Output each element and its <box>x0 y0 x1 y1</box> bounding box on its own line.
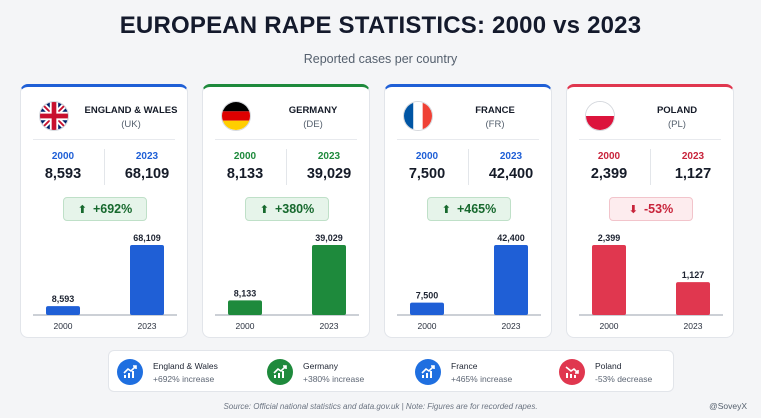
bar-value-label: 8,593 <box>52 294 75 304</box>
trend-up-icon <box>267 359 293 385</box>
bar-2023 <box>130 245 164 315</box>
change-badge: ⬆ +380% <box>245 197 329 221</box>
country-name: POLAND <box>656 105 698 116</box>
divider <box>33 139 175 140</box>
divider <box>579 139 721 140</box>
value-2000: 8,133 <box>226 166 264 182</box>
legend-name: France <box>451 361 478 371</box>
legend-desc: +692% increase <box>153 374 215 384</box>
value-2000: 7,500 <box>408 166 446 182</box>
bar-value-label: 42,400 <box>497 233 525 243</box>
divider <box>397 139 539 140</box>
bar-plot: 8,133 2000 39,029 2023 <box>215 233 359 331</box>
bar-value-label: 1,127 <box>682 270 705 280</box>
legend-name: Germany <box>303 361 338 371</box>
change-percent: +692% <box>92 202 133 216</box>
change-badge: ⬆ +465% <box>427 197 511 221</box>
year-label: 2000 <box>233 151 257 162</box>
x-tick-label: 2023 <box>138 321 157 331</box>
france-flag-icon <box>403 101 433 131</box>
country-name: FRANCE <box>475 105 515 116</box>
credit: @SoveyX <box>709 401 747 411</box>
x-tick-label: 2023 <box>502 321 521 331</box>
country-code: (UK) <box>121 119 141 130</box>
column-divider <box>286 149 287 185</box>
change-badge: ⬆ +692% <box>63 197 147 221</box>
arrow-down-icon: ⬇ <box>628 203 639 216</box>
change-percent: -53% <box>644 202 674 216</box>
country-card: GERMANY (DE) 2000 8,133 2023 39,029 ⬆ +380% 8,13… <box>202 84 370 338</box>
country-name: GERMANY <box>288 105 338 116</box>
year-label: 2000 <box>597 151 621 162</box>
year-label: 2023 <box>681 151 705 162</box>
bar-2000 <box>410 302 444 315</box>
legend: England & Wales +692% increase Germany +380… <box>108 350 674 392</box>
year-label: 2000 <box>51 151 75 162</box>
year-label: 2023 <box>135 151 159 162</box>
bar-2000 <box>46 306 80 315</box>
change-percent: +465% <box>456 202 497 216</box>
x-tick-label: 2000 <box>236 321 255 331</box>
poland-flag-icon <box>585 101 615 131</box>
legend-name: England & Wales <box>153 361 218 371</box>
bar-value-label: 39,029 <box>315 233 343 243</box>
year-label: 2023 <box>317 151 341 162</box>
arrow-up-icon: ⬆ <box>77 203 87 216</box>
year-label: 2000 <box>415 151 439 162</box>
germany-flag-icon <box>221 101 251 131</box>
bar-plot: 7,500 2000 42,400 2023 <box>397 233 541 331</box>
divider <box>215 139 357 140</box>
trend-down-icon <box>559 359 585 385</box>
arrow-up-icon: ⬆ <box>441 203 451 216</box>
chart-title: EUROPEAN RAPE STATISTICS: 2000 vs 2023 <box>119 12 642 39</box>
value-2023: 39,029 <box>306 166 352 182</box>
column-divider <box>468 149 469 185</box>
bar-2023 <box>312 245 346 315</box>
chart-subtitle: Reported cases per country <box>303 52 458 66</box>
bar-plot: 2,399 2000 1,127 2023 <box>579 233 723 331</box>
bar-2023 <box>676 282 710 315</box>
bar-2000 <box>228 300 262 315</box>
country-card: POLAND (PL) 2000 2,399 2023 1,127 ⬇ -53% 2,399 20… <box>566 84 734 338</box>
bar-value-label: 8,133 <box>234 288 257 298</box>
arrow-up-icon: ⬆ <box>259 203 269 216</box>
legend-desc: -53% decrease <box>595 374 653 384</box>
legend-name: Poland <box>595 361 622 371</box>
value-2023: 1,127 <box>674 166 712 182</box>
country-card: FRANCE (FR) 2000 7,500 2023 42,400 ⬆ +465% 7,500… <box>384 84 552 338</box>
x-tick-label: 2000 <box>418 321 437 331</box>
bar-value-label: 68,109 <box>133 233 161 243</box>
value-2023: 42,400 <box>488 166 534 182</box>
year-label: 2023 <box>499 151 523 162</box>
change-percent: +380% <box>274 202 315 216</box>
bar-value-label: 7,500 <box>416 291 439 301</box>
x-tick-label: 2000 <box>54 321 73 331</box>
country-card: ENGLAND & WALES (UK) 2000 8,593 2023 68,109 ⬆ +… <box>20 84 188 338</box>
column-divider <box>104 149 105 185</box>
legend-desc: +465% increase <box>451 374 513 384</box>
country-code: (DE) <box>303 119 323 130</box>
bar-2023 <box>494 245 528 315</box>
country-name: ENGLAND & WALES <box>84 105 178 116</box>
trend-up-icon <box>415 359 441 385</box>
bar-value-label: 2,399 <box>598 233 621 243</box>
value-2000: 2,399 <box>590 166 628 182</box>
change-badge: ⬇ -53% <box>609 197 693 221</box>
legend-desc: +380% increase <box>303 374 365 384</box>
x-tick-label: 2023 <box>320 321 339 331</box>
country-code: (PL) <box>668 119 686 130</box>
source-note: Source: Official national statistics and… <box>223 402 538 411</box>
bar-plot: 8,593 2000 68,109 2023 <box>33 233 177 331</box>
country-code: (FR) <box>485 119 505 130</box>
bar-2000 <box>592 245 626 315</box>
x-tick-label: 2000 <box>600 321 619 331</box>
column-divider <box>650 149 651 185</box>
x-tick-label: 2023 <box>684 321 703 331</box>
value-2023: 68,109 <box>124 166 170 182</box>
uk-flag-icon <box>39 101 69 131</box>
value-2000: 8,593 <box>44 166 82 182</box>
trend-up-icon <box>117 359 143 385</box>
